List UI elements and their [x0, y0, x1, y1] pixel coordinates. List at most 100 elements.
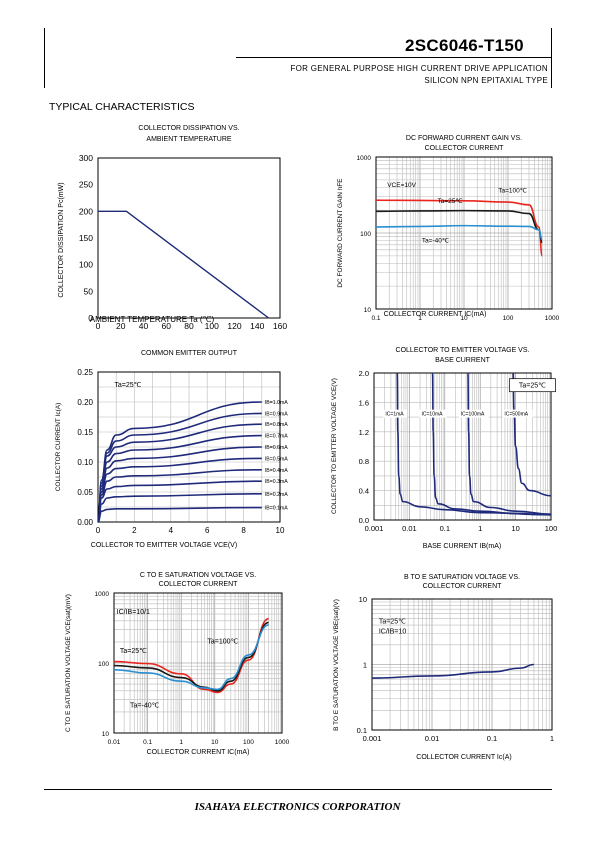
- plot-frame: [375, 156, 553, 310]
- y-tick-label: 10: [364, 307, 372, 314]
- series-line-0: [113, 617, 269, 694]
- y-tick-label: 150: [79, 233, 93, 243]
- y-tick-label: 10: [359, 595, 367, 604]
- x-tick-label: 10: [276, 526, 285, 535]
- series-line-2: [375, 224, 543, 241]
- x-axis-label: COLLECTOR CURRENT Ic(A): [416, 754, 511, 761]
- series-label: IB=1.0mA: [265, 400, 288, 406]
- y-tick-label: 0.20: [77, 398, 93, 407]
- chart-annotation: Ta=-40℃: [422, 237, 450, 244]
- series-line-0: [371, 663, 534, 679]
- chart-title: AMBIENT TEMPERATURE: [146, 136, 232, 143]
- y-axis-label: C TO E SATURATION VOLTAGE VCE(sat)(mV): [65, 594, 72, 732]
- series-label: IC=1mA: [385, 412, 404, 418]
- application-line: FOR GENERAL PURPOSE HIGH CURRENT DRIVE A…: [290, 64, 548, 73]
- series-label-bg: [383, 409, 408, 418]
- annotation-box: [509, 378, 556, 393]
- series-line-8: [97, 493, 262, 523]
- x-tick-label: 120: [227, 321, 241, 331]
- series-line-1: [431, 372, 552, 516]
- x-axis-label: BASE CURRENT IB(mA): [423, 543, 501, 550]
- y-tick-label: 1: [363, 661, 367, 670]
- series-label: IB=0.7mA: [265, 434, 288, 440]
- series-line-1: [97, 412, 262, 523]
- plot-frame: [97, 371, 281, 523]
- y-tick-label: 100: [360, 231, 371, 238]
- series-line-6: [97, 469, 262, 523]
- chart-dc-current-gain: DC FORWARD CURRENT GAIN VS. COLLECTOR CUR…: [337, 135, 560, 322]
- company-name: ISAHAYA ELECTRONICS CORPORATION: [194, 801, 401, 813]
- chart-title: C TO E SATURATION VOLTAGE VS.: [140, 572, 256, 579]
- chart-title: COLLECTOR CURRENT: [425, 145, 505, 152]
- x-tick-label: 6: [205, 526, 210, 535]
- series-label: IB=0.9mA: [265, 411, 288, 417]
- y-tick-label: 0.1: [357, 726, 367, 735]
- x-tick-label: 8: [241, 526, 246, 535]
- x-tick-label: 1: [179, 739, 183, 746]
- x-tick-label: 40: [139, 321, 149, 331]
- x-tick-label: 20: [116, 321, 126, 331]
- y-tick-label: 100: [98, 661, 109, 668]
- chart-annotation: IC/IB=10/1: [117, 609, 150, 616]
- chart-title: COLLECTOR DISSIPATION VS.: [138, 125, 239, 132]
- chart-vbe-sat: B TO E SATURATION VOLTAGE VS. COLLECTOR C…: [333, 574, 554, 761]
- y-tick-label: 1.2: [359, 428, 369, 437]
- series-line-2: [467, 372, 552, 515]
- plot-frame: [371, 598, 553, 731]
- x-tick-label: 1000: [275, 739, 290, 746]
- y-axis-label: COLLECTOR DISSIPATION Pc(mW): [58, 182, 65, 297]
- chart-vce-vs-base-current: COLLECTOR TO EMITTER VOLTAGE VS. BASE CUR…: [331, 347, 557, 550]
- series-label-bg: [419, 409, 447, 418]
- chart-annotation: Ta=25℃: [519, 383, 546, 390]
- chart-collector-dissipation: COLLECTOR DISSIPATION VS. AMBIENT TEMPERA…: [58, 125, 287, 331]
- series-line-4: [97, 446, 262, 523]
- chart-title: COMMON EMITTER OUTPUT: [141, 350, 238, 357]
- series-line-2: [97, 423, 262, 523]
- chart-vce-sat: C TO E SATURATION VOLTAGE VS. COLLECTOR C…: [65, 572, 290, 756]
- chart-annotation: Ta=-40℃: [130, 703, 160, 710]
- x-tick-label: 0.1: [440, 524, 450, 533]
- x-tick-label: 0.01: [402, 524, 417, 533]
- series-label: IC=500mA: [504, 412, 528, 418]
- x-tick-label: 1: [418, 315, 422, 322]
- chart-title: B TO E SATURATION VOLTAGE VS.: [404, 574, 520, 581]
- x-tick-label: 0.1: [371, 315, 380, 322]
- chart-common-emitter-output: COMMON EMITTER OUTPUT 0 2 4 6 8 10 0.00 0.05 0.10…: [55, 350, 288, 549]
- x-tick-label: 10: [211, 739, 219, 746]
- x-tick-label: 100: [503, 315, 514, 322]
- y-tick-label: 0.8: [359, 457, 369, 466]
- y-tick-label: 10: [102, 731, 110, 738]
- x-tick-label: 100: [243, 739, 254, 746]
- x-tick-label: 140: [250, 321, 264, 331]
- series-label-bg: [458, 409, 490, 418]
- y-tick-label: 2.0: [359, 369, 369, 378]
- x-tick-label: 1: [478, 524, 482, 533]
- chart-annotation: Ta=25℃: [114, 382, 141, 389]
- y-tick-label: 100: [79, 260, 93, 270]
- plot-frame: [97, 157, 281, 319]
- x-axis-label: COLLECTOR CURRENT IC(mA): [384, 311, 487, 318]
- header-right-rule: [551, 28, 552, 88]
- y-tick-label: 50: [84, 286, 94, 296]
- y-tick-label: 1000: [357, 155, 372, 162]
- x-tick-label: 0.01: [108, 739, 121, 746]
- chart-title: DC FORWARD CURRENT GAIN VS.: [406, 135, 522, 142]
- footer-rule: [44, 789, 552, 790]
- y-tick-label: 0: [88, 313, 93, 323]
- x-tick-label: 160: [273, 321, 287, 331]
- series-label: IB=0.4mA: [265, 468, 288, 474]
- type-line: SILICON NPN EPITAXIAL TYPE: [424, 76, 548, 85]
- x-tick-label: 0: [96, 321, 101, 331]
- x-tick-label: 100: [205, 321, 219, 331]
- chart-title: COLLECTOR CURRENT: [159, 581, 239, 588]
- series-line-0: [396, 372, 552, 516]
- y-tick-label: 0.00: [77, 518, 93, 527]
- chart-annotation: Ta=25℃: [438, 198, 464, 205]
- chart-title: COLLECTOR TO EMITTER VOLTAGE VS.: [396, 347, 530, 354]
- y-tick-label: 300: [79, 153, 93, 163]
- x-tick-label: 0: [96, 526, 101, 535]
- x-tick-label: 0.1: [143, 739, 152, 746]
- series-line-5: [97, 457, 262, 523]
- y-tick-label: 200: [79, 206, 93, 216]
- header-left-rule: [44, 28, 45, 88]
